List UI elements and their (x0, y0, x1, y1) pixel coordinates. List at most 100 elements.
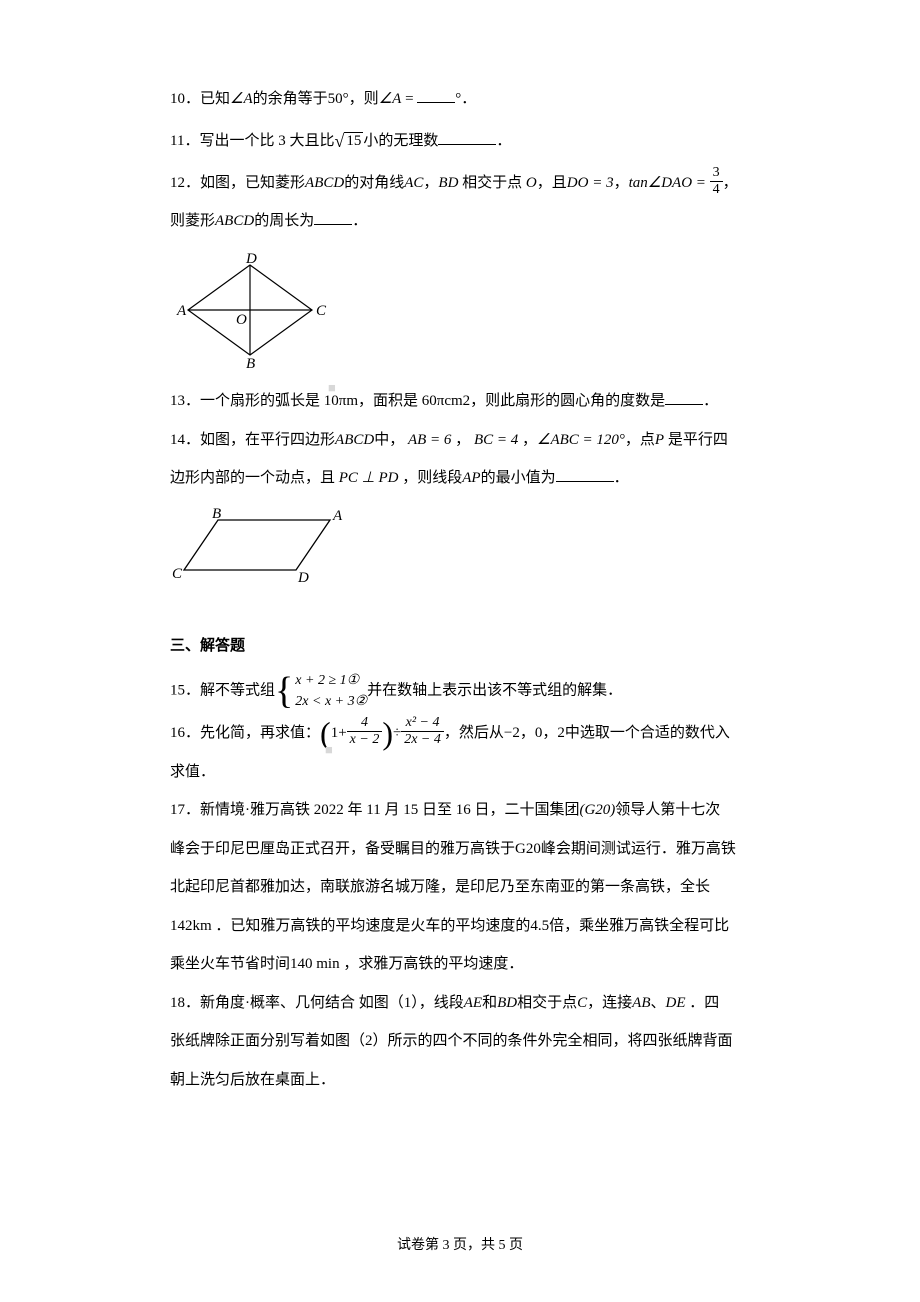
q13-period: ． (703, 393, 718, 409)
q18-dot: 、 (650, 995, 665, 1011)
q12-comma2: ， (614, 175, 629, 191)
q15-num: 15． (170, 682, 200, 698)
q16-f1-num: 4 (347, 716, 383, 732)
q17-num: 17． (170, 802, 200, 818)
para-label-c: C (172, 566, 183, 582)
question-14: 14．如图，在平行四边形ABCD中， AB = 6 ， BC = 4 ，∠ABC… (170, 423, 750, 458)
q12-text-e: 则菱形 (170, 213, 215, 229)
q14-abcd: ABCD (335, 432, 374, 448)
q16-two: 2 (557, 725, 565, 741)
q14-blank (556, 466, 614, 483)
question-12-line2: 则菱形ABCD的周长为． (170, 204, 750, 239)
rhombus-label-c: C (316, 303, 327, 319)
q12-frac: 34 (710, 166, 723, 197)
q10-text-b: 的余角等于 (253, 91, 328, 107)
q10-blank (417, 87, 455, 104)
q18-ab: AB (632, 995, 650, 1011)
q18-line1a: 新角度·概率、几何结合 如图（1），线段 (200, 995, 464, 1011)
q11-blank (438, 128, 496, 145)
q12-do-eq: DO = 3 (567, 175, 614, 191)
question-17-line1: 17．新情境·雅万高铁 2022 年 11 月 15 日至 16 日，二十国集团… (170, 793, 750, 828)
q12-text-d: ，且 (537, 175, 567, 191)
q14-period: ． (614, 470, 629, 486)
q16-f1-den: x − 2 (347, 732, 383, 747)
q18-line1c: ，连接 (587, 995, 632, 1011)
question-13: 13．一个扇形的弧长是 10πm，面积是 60πcm2，则此扇形的圆心角的度数是… (170, 384, 750, 419)
q10-val: 50° (328, 91, 349, 107)
q10-angle-a2: ∠A (379, 91, 402, 107)
q12-period: ． (352, 213, 367, 229)
q15-cases: {x + 2 ≥ 1①2x < x + 3② (275, 670, 367, 712)
sqrt-15: √15 (334, 121, 363, 162)
q14-comma3: ，点 (625, 432, 655, 448)
q12-abcd: ABCD (305, 175, 344, 191)
question-17-line4: 142km ．已知雅万高铁的平均速度是火车的平均速度的4.5倍，乘坐雅万高铁全程… (170, 909, 750, 944)
q16-text-c: 中选取一个合适的数代入 (565, 725, 730, 741)
question-18-line2: 张纸牌除正面分别写着如图（2）所示的四个不同的条件外完全相同，将四张纸牌背面 (170, 1024, 750, 1059)
q18-num: 18． (170, 995, 200, 1011)
q18-de: DE (666, 995, 686, 1011)
q14-num: 14． (170, 432, 200, 448)
question-17-line3: 北起印尼首都雅加达，南联旅游名城万隆，是印尼乃至东南亚的第一条高铁，全长 (170, 870, 750, 905)
question-17-line2: 峰会于印尼巴厘岛正式召开，备受瞩目的雅万高铁于G20峰会期间测试运行．雅万高铁 (170, 832, 750, 867)
q17-line1b: 领导人第十七次 (615, 802, 720, 818)
q13-blank (665, 389, 703, 406)
q16-neg2: −2 (504, 725, 520, 741)
q11-text-b: 小的无理数 (363, 133, 438, 149)
q12-text-c: 相交于点 (458, 175, 522, 191)
para-label-d: D (297, 570, 309, 584)
q12-num: 12． (170, 175, 200, 191)
q16-f2-den: 2x − 4 (401, 732, 444, 747)
q16-f2-num: x² − 4 (401, 716, 444, 732)
q14-bc-eq: BC = 4 (470, 432, 522, 448)
q11-num: 11． (170, 133, 199, 149)
q16-text-d: 求值． (170, 764, 215, 780)
para-label-a: A (332, 508, 343, 524)
q10-text-a: 已知 (200, 91, 230, 107)
q18-ae: AE (464, 995, 482, 1011)
q17-line1a: 新情境·雅万高铁 2022 年 11 月 15 日至 16 日，二十国集团 (200, 802, 579, 818)
q16-comma2: ， (542, 725, 557, 741)
q14-ab-eq: AB = 6 (404, 432, 455, 448)
q16-comma1: ， (520, 725, 535, 741)
section-3-header: 三、解答题 (170, 629, 750, 664)
q14-text-e: ，则线段 (402, 470, 462, 486)
q12-ac: AC (404, 175, 423, 191)
figure-parallelogram: B A C D (170, 506, 366, 584)
q18-and: 和 (482, 995, 497, 1011)
q10-text-c: ，则 (349, 91, 379, 107)
q16-plus: + (338, 716, 346, 751)
q10-text-d: = (401, 91, 417, 107)
q17-g20: (G20) (579, 802, 615, 818)
rhombus-label-a: A (176, 303, 187, 319)
q12-blank (314, 209, 352, 226)
q14-text-c: 是平行四 (664, 432, 728, 448)
q14-perp: PC ⊥ PD (339, 470, 402, 486)
para-label-b: B (212, 506, 221, 522)
q14-text-f: 的最小值为 (481, 470, 556, 486)
page-footer: 试卷第 3 页，共 5 页 (0, 1234, 920, 1254)
q12-frac-num: 3 (710, 166, 723, 182)
q12-text-b: 的对角线 (344, 175, 404, 191)
q12-text-a: 如图，已知菱形 (200, 175, 305, 191)
q14-ap: AP (462, 470, 480, 486)
q13-num: 13． (170, 393, 200, 409)
q14-ang-eq: ∠ABC = 120° (537, 432, 625, 448)
question-10: 10．已知∠A的余角等于50°，则∠A = °． (170, 82, 750, 117)
q18-bd: BD (497, 995, 517, 1011)
q11-sqrt-val: 15 (344, 132, 363, 149)
q12-tan: tan∠DAO = (629, 175, 710, 191)
q12-o: O (526, 175, 537, 191)
q15-line2: 2x < x + 3② (295, 691, 367, 712)
rhombus-label-b: B (246, 356, 255, 369)
q12-comma3: ， (723, 175, 738, 191)
q16-one: 1 (331, 716, 339, 751)
q16-text-b: ，然后从 (444, 725, 504, 741)
rhombus-label-o: O (236, 312, 247, 328)
q14-text-b: 中， (374, 432, 404, 448)
q12-bd: BD (438, 175, 458, 191)
q14-text-d: 边形内部的一个动点，且 (170, 470, 339, 486)
q15-text-a: 解不等式组 (200, 682, 275, 698)
question-12: 12．如图，已知菱形ABCD的对角线AC，BD 相交于点 O，且DO = 3，t… (170, 166, 750, 201)
q11-text-a: 写出一个比 3 大且比 (199, 133, 334, 149)
